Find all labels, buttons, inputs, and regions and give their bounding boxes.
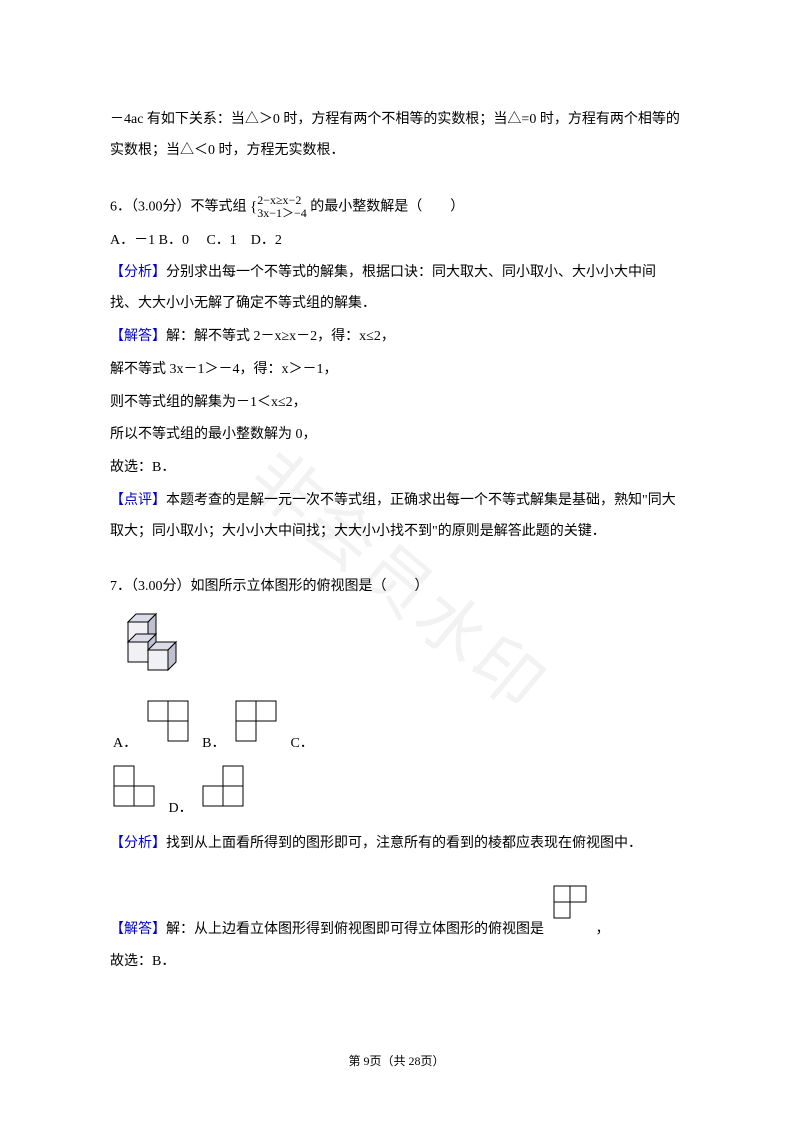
q6-stem-a: 6．（3.00分）不等式组 bbox=[110, 199, 247, 214]
q7-jd-comma: ， bbox=[596, 921, 610, 936]
q7-labD: D． bbox=[169, 794, 193, 825]
analysis-label: 【分析】 bbox=[110, 265, 166, 280]
q7-labA: A． bbox=[113, 729, 137, 760]
q7-analysis: 【分析】找到从上面看所得到的图形即可，注意所有的看到的棱都应表现在俯视图中． bbox=[110, 829, 683, 860]
q6-dp-text: 本题考查的是解一元一次不等式组，正确求出每一个不等式解集是基础，熟知"同大取大；… bbox=[110, 493, 676, 539]
q7-3d-figure bbox=[110, 612, 192, 693]
brace-icon: { bbox=[250, 199, 257, 215]
page-content: －4ac 有如下关系：当△＞0 时，方程有两个不相等的实数根；当△=0 时，方程… bbox=[110, 105, 683, 978]
page-footer: 第 9页（共 28页） bbox=[0, 1048, 793, 1074]
q6-jd1: 解：解不等式 2－x≥x－2，得：x≤2， bbox=[166, 329, 395, 344]
q6-jd4: 所以不等式组的最小整数解为 0， bbox=[110, 420, 683, 451]
q7-labC: C． bbox=[290, 729, 313, 760]
q7-shape-d bbox=[201, 764, 249, 825]
q7-answer: 【解答】解：从上边看立体图形得到俯视图即可得立体图形的俯视图是 ， bbox=[110, 884, 683, 946]
analysis-label: 【分析】 bbox=[110, 836, 166, 851]
answer-label: 【解答】 bbox=[110, 921, 166, 936]
q6-comment: 【点评】本题考查的是解一元一次不等式组，正确求出每一个不等式解集是基础，熟知"同… bbox=[110, 486, 683, 548]
q7-jd1: 解：从上边看立体图形得到俯视图即可得立体图形的俯视图是 bbox=[166, 921, 544, 936]
q7-options-row1: A． B． C． bbox=[110, 699, 683, 760]
q6-eq2: 3x−1＞−4 bbox=[257, 207, 307, 220]
q7-analysis-text: 找到从上面看所得到的图形即可，注意所有的看到的棱都应表现在俯视图中． bbox=[166, 836, 642, 851]
q7-shape-c bbox=[112, 764, 160, 825]
q7-stem: 7．（3.00分）如图所示立体图形的俯视图是（ ） bbox=[110, 572, 683, 603]
q6-analysis-text: 分别求出每一个不等式的解集，根据口诀：同大取大、同小取小、大小小大中间找、大大小… bbox=[110, 265, 656, 311]
answer-label: 【解答】 bbox=[110, 329, 166, 344]
q6-jd5: 故选：B． bbox=[110, 453, 683, 484]
comment-label: 【点评】 bbox=[110, 493, 166, 508]
continued-text: －4ac 有如下关系：当△＞0 时，方程有两个不相等的实数根；当△=0 时，方程… bbox=[110, 105, 683, 167]
q7-labB: B． bbox=[202, 729, 225, 760]
q6-jd3: 则不等式组的解集为－1＜x≤2， bbox=[110, 388, 683, 419]
q6-stem: 6．（3.00分）不等式组 {2−x≥x−23x−1＞−4 的最小整数解是（ ） bbox=[110, 191, 683, 224]
q6-analysis: 【分析】分别求出每一个不等式的解集，根据口诀：同大取大、同小取小、大小小大中间找… bbox=[110, 258, 683, 320]
q6-answer: 【解答】解：解不等式 2－x≥x－2，得：x≤2， bbox=[110, 322, 683, 353]
q6-stem-b: 的最小整数解是（ ） bbox=[310, 199, 464, 214]
q7-options-row2: D． bbox=[110, 764, 683, 825]
q7-jd3: 故选：B． bbox=[110, 947, 683, 978]
q7-shape-b bbox=[234, 699, 282, 760]
q6-options: A．－1 B．0 C．1 D．2 bbox=[110, 226, 683, 257]
q6-system: 2−x≥x−23x−1＞−4 bbox=[257, 194, 307, 220]
q6-jd2: 解不等式 3x－1＞－4，得：x＞－1， bbox=[110, 355, 683, 386]
q7-shape-a bbox=[146, 699, 194, 760]
q7-answer-shape bbox=[552, 884, 592, 937]
